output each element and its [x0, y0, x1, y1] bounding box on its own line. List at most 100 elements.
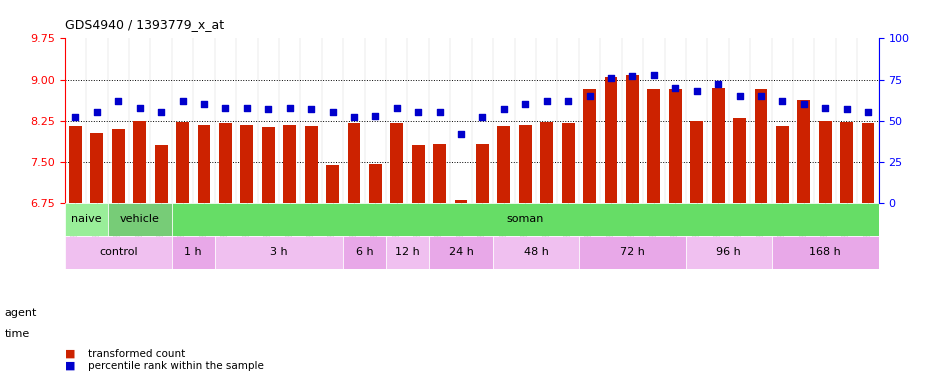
Point [325, 109, 339, 116]
FancyBboxPatch shape [429, 236, 493, 269]
Bar [690, 121, 703, 203]
Bar [669, 89, 682, 203]
Bar [626, 75, 639, 203]
Bar [498, 126, 511, 203]
Bar [390, 123, 403, 203]
FancyBboxPatch shape [65, 236, 172, 269]
Bar [240, 125, 253, 203]
Bar [711, 88, 724, 203]
FancyBboxPatch shape [172, 236, 215, 269]
Point [261, 106, 276, 112]
Text: percentile rank within the sample: percentile rank within the sample [88, 361, 264, 371]
Point [432, 109, 447, 116]
Text: soman: soman [507, 214, 544, 224]
Point [839, 106, 854, 112]
Point [518, 101, 533, 107]
Point [475, 114, 490, 121]
Text: 3 h: 3 h [270, 247, 288, 257]
Point [90, 109, 105, 116]
Text: 48 h: 48 h [524, 247, 549, 257]
Point [754, 93, 769, 99]
FancyBboxPatch shape [172, 203, 879, 236]
Bar [819, 121, 832, 203]
Point [732, 93, 746, 99]
Point [453, 131, 468, 137]
Bar [283, 124, 296, 203]
Bar [840, 122, 853, 203]
Point [218, 104, 233, 111]
Point [240, 104, 254, 111]
Bar [304, 126, 317, 203]
Bar [262, 127, 275, 203]
Text: agent: agent [5, 308, 37, 318]
FancyBboxPatch shape [107, 203, 172, 236]
Bar [583, 89, 596, 203]
Point [775, 98, 790, 104]
Text: ■: ■ [65, 349, 75, 359]
Point [860, 109, 875, 116]
FancyBboxPatch shape [686, 236, 771, 269]
Point [647, 71, 661, 78]
Point [604, 75, 619, 81]
Bar [198, 124, 210, 203]
Text: 168 h: 168 h [809, 247, 841, 257]
Text: ■: ■ [65, 361, 75, 371]
Point [539, 98, 554, 104]
Bar [755, 89, 768, 203]
Bar [734, 118, 746, 203]
Bar [519, 124, 532, 203]
FancyBboxPatch shape [493, 236, 579, 269]
FancyBboxPatch shape [579, 236, 686, 269]
Point [175, 98, 190, 104]
FancyBboxPatch shape [343, 236, 386, 269]
Text: GDS4940 / 1393779_x_at: GDS4940 / 1393779_x_at [65, 18, 224, 31]
Bar [776, 126, 789, 203]
Point [668, 85, 683, 91]
Point [282, 104, 297, 111]
Bar [476, 144, 489, 203]
Point [818, 104, 833, 111]
Point [303, 106, 318, 112]
Point [625, 73, 640, 79]
Point [132, 104, 147, 111]
Point [561, 98, 575, 104]
Bar [433, 144, 446, 203]
Text: naive: naive [71, 214, 102, 224]
Point [347, 114, 362, 121]
Point [389, 104, 404, 111]
Text: 72 h: 72 h [620, 247, 645, 257]
Point [689, 88, 704, 94]
Text: control: control [99, 247, 138, 257]
Bar [327, 165, 339, 203]
Text: transformed count: transformed count [88, 349, 185, 359]
Bar [412, 146, 425, 203]
Bar [348, 123, 361, 203]
FancyBboxPatch shape [65, 203, 107, 236]
Point [497, 106, 512, 112]
Point [68, 114, 83, 121]
Bar [112, 129, 125, 203]
Bar [369, 164, 382, 203]
Bar [133, 121, 146, 203]
Bar [561, 123, 574, 203]
Point [111, 98, 126, 104]
Text: vehicle: vehicle [119, 214, 160, 224]
Bar [605, 77, 617, 203]
Bar [176, 122, 189, 203]
Point [197, 101, 212, 107]
Bar [861, 123, 874, 203]
Text: 24 h: 24 h [449, 247, 474, 257]
Point [411, 109, 426, 116]
FancyBboxPatch shape [386, 236, 429, 269]
Text: 96 h: 96 h [717, 247, 741, 257]
Bar [91, 133, 104, 203]
Bar [154, 146, 167, 203]
Point [368, 113, 383, 119]
Bar [454, 200, 467, 203]
Bar [797, 100, 810, 203]
FancyBboxPatch shape [215, 236, 343, 269]
Point [796, 101, 811, 107]
FancyBboxPatch shape [771, 236, 879, 269]
Bar [648, 89, 660, 203]
Text: 6 h: 6 h [356, 247, 374, 257]
